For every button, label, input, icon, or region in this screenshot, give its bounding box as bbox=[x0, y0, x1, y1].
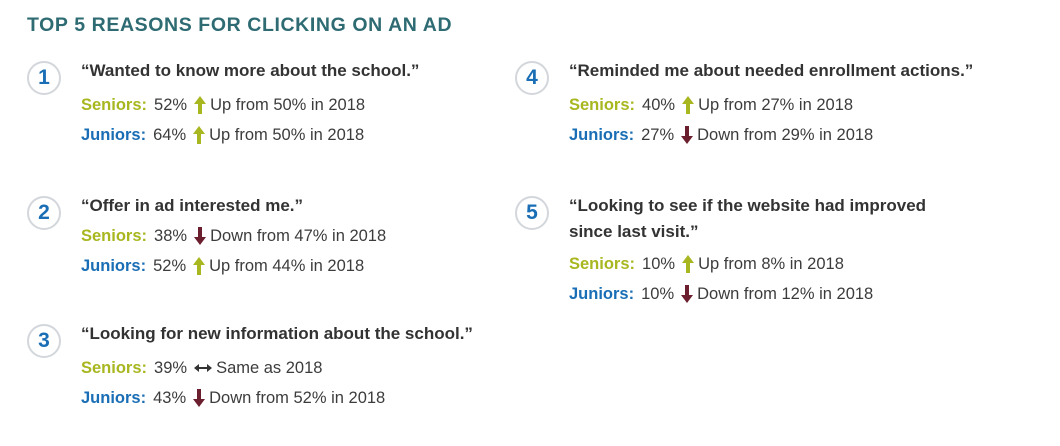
seniors-trend-text: Up from 50% in 2018 bbox=[210, 95, 366, 114]
juniors-label: Juniors: bbox=[81, 125, 147, 144]
reason-quote: “Wanted to know more about the school.” bbox=[81, 58, 419, 84]
reason-quote: “Looking to see if the website had impro… bbox=[569, 193, 926, 245]
juniors-value: 27% bbox=[641, 125, 675, 144]
seniors-row: Seniors: 10% Up from 8% in 2018 bbox=[569, 252, 844, 276]
seniors-label: Seniors: bbox=[569, 95, 636, 114]
seniors-value: 39% bbox=[154, 358, 188, 377]
juniors-trend-text: Up from 50% in 2018 bbox=[209, 125, 365, 144]
reason-quote-line: “Looking for new information about the s… bbox=[81, 324, 473, 343]
juniors-value: 10% bbox=[641, 284, 675, 303]
up-arrow-icon bbox=[193, 95, 207, 115]
down-arrow-icon bbox=[193, 226, 207, 246]
juniors-label: Juniors: bbox=[569, 284, 635, 303]
seniors-value: 38% bbox=[154, 226, 188, 245]
up-arrow-icon bbox=[681, 95, 695, 115]
juniors-trend-text: Down from 29% in 2018 bbox=[697, 125, 874, 144]
reason-quote-line: “Wanted to know more about the school.” bbox=[81, 61, 420, 80]
reason-number-badge: 3 bbox=[27, 324, 61, 358]
juniors-label: Juniors: bbox=[81, 256, 147, 275]
juniors-value: 64% bbox=[153, 125, 187, 144]
reason-quote: “Reminded me about needed enrollment act… bbox=[569, 58, 973, 84]
juniors-row: Juniors: 43% Down from 52% in 2018 bbox=[81, 386, 385, 410]
up-arrow-icon bbox=[681, 254, 695, 274]
reason-quote: “Looking for new information about the s… bbox=[81, 321, 473, 347]
seniors-trend-text: Up from 8% in 2018 bbox=[698, 254, 844, 273]
seniors-value: 10% bbox=[642, 254, 676, 273]
down-arrow-icon bbox=[680, 284, 694, 304]
juniors-row: Juniors: 10% Down from 12% in 2018 bbox=[569, 282, 873, 306]
seniors-row: Seniors: 40% Up from 27% in 2018 bbox=[569, 93, 853, 117]
juniors-trend-text: Down from 12% in 2018 bbox=[697, 284, 874, 303]
reason-quote-line: “Offer in ad interested me.” bbox=[81, 196, 303, 215]
juniors-trend-text: Down from 52% in 2018 bbox=[209, 388, 386, 407]
chart-title: TOP 5 REASONS FOR CLICKING ON AN AD bbox=[27, 14, 453, 36]
reason-number-badge: 5 bbox=[515, 196, 549, 230]
seniors-label: Seniors: bbox=[81, 226, 148, 245]
up-arrow-icon bbox=[192, 256, 206, 276]
juniors-row: Juniors: 27% Down from 29% in 2018 bbox=[569, 123, 873, 147]
juniors-row: Juniors: 64% Up from 50% in 2018 bbox=[81, 123, 364, 147]
juniors-trend-text: Up from 44% in 2018 bbox=[209, 256, 365, 275]
seniors-row: Seniors: 39% Same as 2018 bbox=[81, 356, 322, 380]
seniors-label: Seniors: bbox=[569, 254, 636, 273]
reason-quote-line: “Looking to see if the website had impro… bbox=[569, 196, 927, 215]
reason-quote: “Offer in ad interested me.” bbox=[81, 193, 303, 219]
reason-number-badge: 2 bbox=[27, 196, 61, 230]
seniors-label: Seniors: bbox=[81, 358, 148, 377]
reason-number-badge: 4 bbox=[515, 61, 549, 95]
seniors-value: 52% bbox=[154, 95, 188, 114]
up-arrow-icon bbox=[192, 125, 206, 145]
seniors-trend-text: Same as 2018 bbox=[216, 358, 323, 377]
juniors-row: Juniors: 52% Up from 44% in 2018 bbox=[81, 254, 364, 278]
seniors-trend-text: Up from 27% in 2018 bbox=[698, 95, 854, 114]
juniors-label: Juniors: bbox=[81, 388, 147, 407]
reason-quote-line: “Reminded me about needed enrollment act… bbox=[569, 61, 974, 80]
seniors-value: 40% bbox=[642, 95, 676, 114]
down-arrow-icon bbox=[192, 388, 206, 408]
reason-number-badge: 1 bbox=[27, 61, 61, 95]
down-arrow-icon bbox=[680, 125, 694, 145]
reason-quote-line: since last visit.” bbox=[569, 222, 699, 241]
juniors-value: 52% bbox=[153, 256, 187, 275]
double-arrow-icon bbox=[193, 358, 213, 378]
seniors-trend-text: Down from 47% in 2018 bbox=[210, 226, 387, 245]
seniors-row: Seniors: 52% Up from 50% in 2018 bbox=[81, 93, 365, 117]
juniors-label: Juniors: bbox=[569, 125, 635, 144]
seniors-row: Seniors: 38% Down from 47% in 2018 bbox=[81, 224, 386, 248]
juniors-value: 43% bbox=[153, 388, 187, 407]
seniors-label: Seniors: bbox=[81, 95, 148, 114]
